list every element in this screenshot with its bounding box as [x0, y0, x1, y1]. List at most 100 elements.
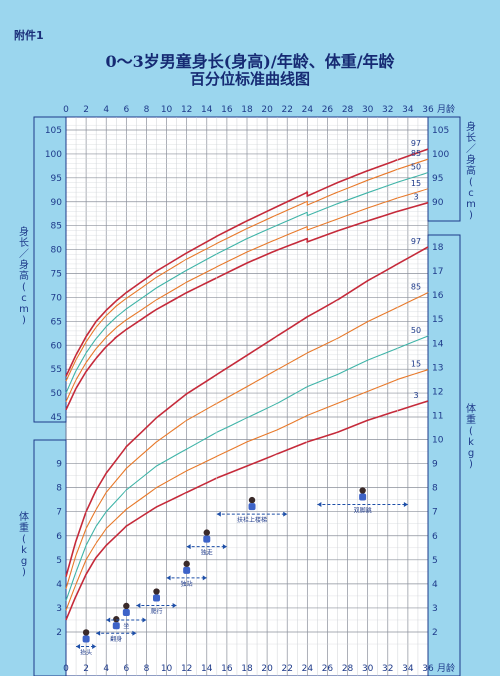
- baby-head-icon: [113, 616, 120, 623]
- weight-series-3: [65, 400, 429, 621]
- x-tick-bottom: 20: [261, 664, 273, 674]
- x-tick-top: 20: [261, 105, 273, 115]
- x-tick-bottom: 16: [221, 664, 233, 674]
- x-tick-top: 18: [241, 105, 253, 115]
- baby-body-icon: [153, 594, 160, 602]
- x-tick-top: 10: [161, 105, 173, 115]
- milestone-arrow-left: [166, 575, 171, 581]
- weight-tick-right: 12: [432, 387, 443, 397]
- height-tick-left: 90: [51, 198, 63, 208]
- milestone-arrow-left: [186, 544, 191, 550]
- weight-series-85: [65, 292, 429, 589]
- milestone-label: 爬行: [150, 608, 162, 616]
- height-tick-left: 50: [51, 389, 63, 399]
- x-tick-bottom: 14: [201, 664, 213, 674]
- x-tick-bottom: 0: [63, 664, 69, 674]
- weight-tick-right: 6: [432, 532, 438, 542]
- milestone-baby-icon: [82, 629, 90, 643]
- x-tick-bottom: 26: [322, 664, 334, 674]
- milestone-label: 抬头: [80, 648, 92, 656]
- weight-series-label-85: 85: [411, 283, 421, 292]
- x-tick-top: 2: [83, 105, 89, 115]
- milestone-baby-icon: [183, 560, 191, 574]
- right-weight-axis-label: 体重(k g): [466, 403, 476, 470]
- weight-tick-right: 10: [432, 436, 444, 446]
- milestone-arrow-right: [142, 617, 147, 623]
- weight-tick-left: 8: [56, 484, 62, 494]
- milestone-arrow-right: [403, 501, 408, 507]
- x-tick-top: 4: [103, 105, 109, 115]
- weight-tick-right: 8: [432, 484, 438, 494]
- x-tick-bottom: 22: [281, 664, 292, 674]
- baby-head-icon: [183, 560, 190, 568]
- x-tick-top: 32: [382, 105, 393, 115]
- x-tick-bottom: 8: [144, 664, 150, 674]
- baby-head-icon: [82, 629, 90, 636]
- height-series-label-50: 50: [411, 163, 421, 172]
- baby-body-icon: [122, 608, 130, 616]
- x-tick-top: 6: [123, 105, 129, 115]
- baby-body-icon: [248, 503, 256, 511]
- baby-head-icon: [359, 487, 366, 494]
- chart-title-line1: 0～3岁男童身长(身高)/年龄、体重/年龄: [105, 52, 395, 71]
- baby-head-icon: [123, 602, 130, 610]
- x-tick-bottom: 36: [422, 664, 434, 674]
- weight-tick-right: 2: [432, 628, 438, 638]
- height-tick-right: 100: [432, 150, 449, 160]
- height-tick-right: 95: [432, 174, 443, 184]
- x-tick-bottom: 24: [302, 664, 314, 674]
- weight-tick-left: 2: [56, 628, 62, 638]
- height-series-97: [65, 148, 429, 377]
- weight-tick-right: 17: [432, 267, 443, 277]
- x-tick-bottom: 6: [123, 664, 129, 674]
- x-tick-top: 12: [181, 105, 192, 115]
- chart-title-line2: 百分位标准曲线图: [189, 70, 310, 88]
- x-tick-bottom: 34: [402, 664, 414, 674]
- weight-tick-right: 14: [432, 339, 444, 349]
- x-tick-bottom: 10: [161, 664, 173, 674]
- milestone-baby-icon: [359, 487, 367, 501]
- x-tick-bottom: 28: [342, 664, 354, 674]
- milestone-label: 双脚跳: [354, 506, 372, 514]
- milestone-arrow-left: [136, 603, 141, 609]
- height-tick-right: 105: [432, 126, 449, 136]
- milestone-baby-icon: [112, 616, 120, 630]
- height-tick-left: 75: [51, 270, 62, 280]
- milestone-arrow-right: [222, 544, 227, 550]
- left-height-axis-label: 身长／身高(c m): [19, 225, 29, 326]
- weight-tick-left: 7: [56, 508, 62, 518]
- right-height-panel: [427, 116, 461, 222]
- milestone-baby-icon: [153, 588, 160, 602]
- weight-tick-left: 3: [56, 604, 62, 614]
- weight-tick-right: 5: [432, 556, 438, 566]
- weight-tick-right: 7: [432, 508, 438, 518]
- x-unit-bottom: 月龄: [437, 662, 455, 674]
- x-tick-top: 16: [221, 105, 233, 115]
- milestone-label: 坐: [123, 622, 129, 630]
- x-tick-bottom: 4: [103, 664, 109, 674]
- height-tick-left: 95: [51, 174, 62, 184]
- baby-head-icon: [203, 529, 210, 536]
- weight-tick-left: 4: [56, 580, 62, 590]
- milestone-baby-icon: [203, 529, 211, 543]
- milestone-baby-icon: [122, 602, 130, 616]
- height-series-label-97: 97: [411, 139, 421, 148]
- height-series-85: [65, 158, 429, 382]
- x-tick-top: 14: [201, 105, 213, 115]
- x-tick-top: 24: [302, 105, 314, 115]
- baby-body-icon: [82, 635, 90, 643]
- height-tick-left: 45: [51, 413, 62, 423]
- x-tick-bottom: 32: [382, 664, 393, 674]
- height-tick-left: 100: [45, 150, 62, 160]
- milestone-layer: 抬头 翻身坐 爬行 独站 独走 扶栏上楼梯 双脚跳: [76, 487, 408, 656]
- height-tick-left: 55: [51, 365, 62, 375]
- weight-tick-right: 16: [432, 291, 444, 301]
- milestone-arrow-right: [132, 630, 137, 636]
- height-series-label-3: 3: [413, 193, 418, 202]
- tick-labels: 0022446688101012121414161618182020222224…: [19, 103, 476, 674]
- milestone-arrow-left: [96, 630, 101, 636]
- weight-tick-right: 18: [432, 243, 444, 253]
- milestone-label: 翻身: [110, 635, 122, 643]
